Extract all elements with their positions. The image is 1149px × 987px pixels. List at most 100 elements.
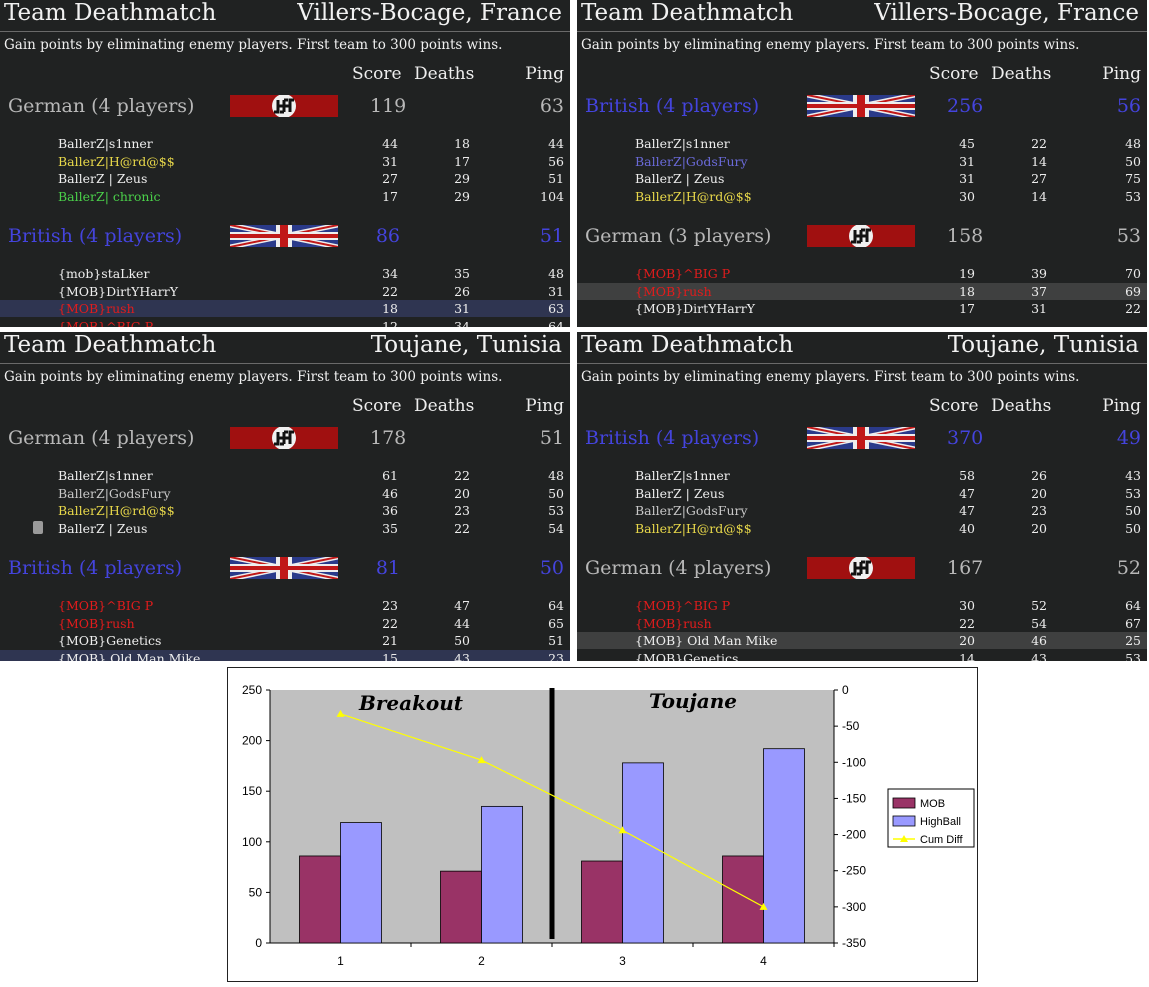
score-header: Score bbox=[352, 64, 402, 84]
player-row[interactable]: BallerZ|GodsFury 31 14 50 bbox=[577, 153, 1147, 170]
player-row[interactable]: BallerZ|s1nner 61 22 48 bbox=[0, 467, 570, 484]
player-ping: 65 bbox=[548, 615, 564, 631]
team-header-british: British (4 players) 256 56 bbox=[577, 92, 1147, 123]
player-name: BallerZ | Zeus bbox=[635, 171, 725, 187]
y2-tick-label: -100 bbox=[842, 755, 866, 769]
player-row[interactable]: {MOB}DirtYHarrY 17 31 22 bbox=[577, 300, 1147, 317]
player-deaths: 14 bbox=[1031, 189, 1047, 205]
team-header-german: German (4 players) 178 51 bbox=[0, 425, 570, 455]
team-score: 256 bbox=[947, 95, 984, 117]
y-tick-label: 150 bbox=[242, 784, 262, 798]
player-row[interactable]: {MOB}^BIG P 19 39 70 bbox=[577, 265, 1147, 282]
player-row[interactable]: {MOB}^BIG P 12 34 64 bbox=[0, 318, 570, 327]
german-flag bbox=[807, 555, 915, 580]
bar-highball bbox=[481, 805, 523, 944]
player-row[interactable]: BallerZ|H@rd@$$ 30 14 53 bbox=[577, 188, 1147, 205]
player-deaths: 18 bbox=[454, 136, 470, 151]
y-tick-label: 250 bbox=[242, 683, 262, 697]
game-mode-title: Team Deathmatch bbox=[4, 0, 217, 26]
british-flag bbox=[806, 424, 916, 452]
player-row[interactable]: BallerZ|H@rd@$$ 31 17 56 bbox=[0, 153, 570, 170]
player-name: {MOB}DirtYHarrY bbox=[58, 283, 178, 299]
player-row[interactable]: {MOB} Old Man Mike 20 46 25 bbox=[577, 632, 1147, 650]
player-row[interactable]: {MOB}rush 22 44 65 bbox=[0, 615, 570, 632]
legend-swatch bbox=[892, 815, 916, 827]
y2-tick-label: -350 bbox=[842, 936, 866, 950]
team-ping: 52 bbox=[1116, 556, 1141, 579]
german-flag bbox=[230, 426, 338, 450]
team-ping: 50 bbox=[539, 556, 564, 579]
objective-text: Gain points by eliminating enemy players… bbox=[4, 37, 503, 53]
player-deaths: 43 bbox=[454, 650, 470, 661]
player-score: 35 bbox=[382, 521, 398, 537]
player-row[interactable]: {MOB}Genetics 14 43 53 bbox=[577, 650, 1147, 661]
player-deaths: 26 bbox=[1031, 468, 1047, 483]
player-row[interactable]: BallerZ | Zeus 27 29 51 bbox=[0, 170, 570, 187]
player-deaths: 26 bbox=[454, 283, 470, 299]
player-row[interactable]: BallerZ|GodsFury 46 20 50 bbox=[0, 485, 570, 502]
player-score: 36 bbox=[382, 503, 398, 519]
map-name: Villers-Bocage, France bbox=[874, 0, 1139, 26]
player-row[interactable]: BallerZ | Zeus 47 20 53 bbox=[577, 485, 1147, 502]
cum-diff-point bbox=[336, 709, 345, 717]
player-ping: 64 bbox=[548, 597, 564, 613]
player-deaths: 22 bbox=[454, 468, 470, 483]
player-deaths: 20 bbox=[454, 485, 470, 501]
player-row[interactable]: BallerZ|s1nner 45 22 48 bbox=[577, 135, 1147, 152]
team-score: 178 bbox=[370, 427, 407, 449]
player-deaths: 17 bbox=[454, 153, 470, 169]
player-score: 47 bbox=[959, 503, 975, 519]
player-name: BallerZ|s1nner bbox=[58, 136, 153, 151]
player-row[interactable]: {MOB}rush 18 37 69 bbox=[577, 282, 1147, 300]
player-ping: 64 bbox=[1125, 597, 1141, 613]
x-tick-label: 4 bbox=[760, 954, 767, 968]
player-name: BallerZ | Zeus bbox=[58, 521, 148, 537]
map-name: Toujane, Tunisia bbox=[947, 332, 1139, 358]
british-flag bbox=[229, 554, 339, 582]
team-ping: 56 bbox=[1116, 95, 1141, 117]
player-score: 15 bbox=[382, 650, 398, 661]
player-row[interactable]: {MOB}DirtYHarrY 22 26 31 bbox=[0, 283, 570, 300]
player-name: BallerZ|H@rd@$$ bbox=[635, 189, 752, 205]
player-row[interactable]: BallerZ|GodsFury 47 23 50 bbox=[577, 502, 1147, 519]
player-name: BallerZ|GodsFury bbox=[58, 485, 171, 501]
team-name: German (4 players) bbox=[585, 556, 772, 579]
player-deaths: 14 bbox=[1031, 153, 1047, 169]
player-score: 14 bbox=[959, 650, 975, 661]
player-score: 22 bbox=[382, 615, 398, 631]
player-row[interactable]: BallerZ|H@rd@$$ 40 20 50 bbox=[577, 520, 1147, 537]
player-score: 17 bbox=[959, 301, 975, 317]
player-ping: 23 bbox=[548, 650, 564, 661]
player-score: 31 bbox=[382, 153, 398, 169]
player-row[interactable]: BallerZ| chronic 17 29 104 bbox=[0, 188, 570, 205]
player-deaths: 44 bbox=[454, 615, 470, 631]
player-row[interactable]: BallerZ|s1nner 58 26 43 bbox=[577, 467, 1147, 484]
player-row[interactable]: {MOB} Old Man Mike 15 43 23 bbox=[0, 649, 570, 661]
deaths-header: Deaths bbox=[991, 396, 1052, 416]
player-score: 40 bbox=[959, 521, 975, 537]
player-score: 22 bbox=[382, 283, 398, 299]
player-name: {MOB} Old Man Mike bbox=[635, 633, 778, 649]
x-tick-label: 3 bbox=[619, 954, 626, 968]
player-ping: 51 bbox=[548, 633, 564, 649]
player-row[interactable]: {MOB}Genetics 21 50 51 bbox=[0, 632, 570, 649]
player-row[interactable]: BallerZ|H@rd@$$ 36 23 53 bbox=[0, 502, 570, 519]
player-row[interactable]: {MOB}rush 22 54 67 bbox=[577, 615, 1147, 632]
game-mode-title: Team Deathmatch bbox=[581, 332, 794, 358]
player-row[interactable]: {MOB}rush 18 31 63 bbox=[0, 300, 570, 318]
team-score: 158 bbox=[947, 224, 984, 247]
team-header-british: British (4 players) 370 49 bbox=[577, 424, 1147, 455]
player-row[interactable]: {MOB}^BIG P 30 52 64 bbox=[577, 597, 1147, 614]
player-row[interactable]: BallerZ | Zeus 31 27 75 bbox=[577, 170, 1147, 187]
y2-tick-label: -150 bbox=[842, 791, 866, 805]
ping-header: Ping bbox=[525, 64, 564, 84]
player-ping: 50 bbox=[1125, 521, 1141, 537]
player-row[interactable]: BallerZ|s1nner 44 18 44 bbox=[0, 135, 570, 152]
player-ping: 53 bbox=[1125, 189, 1141, 205]
team-ping: 63 bbox=[539, 95, 564, 117]
player-row[interactable]: {MOB}^BIG P 23 47 64 bbox=[0, 597, 570, 614]
player-row[interactable]: BallerZ | Zeus 35 22 54 bbox=[0, 520, 570, 537]
player-row[interactable]: {mob}staLker 34 35 48 bbox=[0, 265, 570, 282]
team-ping: 49 bbox=[1116, 427, 1141, 449]
player-name: {MOB}rush bbox=[58, 615, 135, 631]
